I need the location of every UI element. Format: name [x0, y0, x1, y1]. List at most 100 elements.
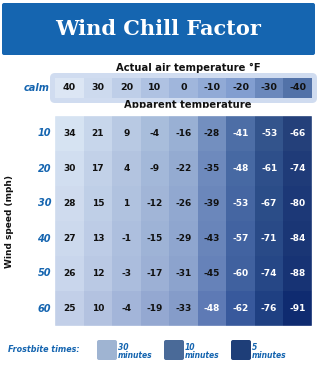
- Text: 12: 12: [92, 269, 104, 278]
- Bar: [283, 151, 312, 186]
- Text: 60: 60: [37, 303, 51, 314]
- Text: -29: -29: [175, 234, 192, 243]
- Text: minutes: minutes: [118, 350, 152, 359]
- Bar: [55, 186, 84, 221]
- Bar: [283, 291, 312, 326]
- Bar: [169, 256, 198, 291]
- Text: 17: 17: [92, 164, 104, 173]
- Text: -22: -22: [175, 164, 191, 173]
- Text: -9: -9: [150, 164, 160, 173]
- Bar: [112, 186, 141, 221]
- Text: 9: 9: [123, 129, 130, 138]
- Bar: [198, 256, 226, 291]
- Bar: [283, 186, 312, 221]
- Text: -74: -74: [261, 269, 277, 278]
- Text: -39: -39: [204, 199, 220, 208]
- Text: 27: 27: [63, 234, 75, 243]
- Bar: [255, 78, 283, 98]
- Text: -19: -19: [147, 304, 163, 313]
- Text: -33: -33: [175, 304, 191, 313]
- Text: -48: -48: [232, 164, 249, 173]
- Text: 40: 40: [63, 83, 76, 92]
- Text: -84: -84: [289, 234, 306, 243]
- Bar: [255, 186, 283, 221]
- Text: 30: 30: [91, 83, 104, 92]
- Text: 30: 30: [37, 199, 51, 209]
- Text: Frostbite times:: Frostbite times:: [8, 346, 80, 355]
- Bar: [198, 221, 226, 256]
- Bar: [84, 291, 112, 326]
- Text: -53: -53: [261, 129, 277, 138]
- Text: 0: 0: [180, 83, 187, 92]
- Bar: [226, 78, 255, 98]
- Text: -71: -71: [261, 234, 277, 243]
- Text: -60: -60: [233, 269, 249, 278]
- Text: -88: -88: [290, 269, 306, 278]
- Bar: [169, 78, 198, 98]
- Text: 28: 28: [63, 199, 75, 208]
- Text: -10: -10: [204, 83, 221, 92]
- Text: 13: 13: [92, 234, 104, 243]
- FancyBboxPatch shape: [50, 73, 317, 103]
- Text: 10: 10: [148, 83, 161, 92]
- Text: -31: -31: [175, 269, 191, 278]
- Bar: [141, 256, 169, 291]
- Bar: [255, 116, 283, 151]
- Text: Wind Chill Factor: Wind Chill Factor: [55, 19, 261, 39]
- Text: -80: -80: [290, 199, 306, 208]
- Text: -20: -20: [232, 83, 249, 92]
- Bar: [198, 151, 226, 186]
- Text: -57: -57: [232, 234, 249, 243]
- Text: -28: -28: [204, 129, 220, 138]
- Bar: [255, 151, 283, 186]
- Text: -35: -35: [204, 164, 220, 173]
- Bar: [141, 186, 169, 221]
- Bar: [55, 256, 84, 291]
- Text: 10: 10: [185, 343, 196, 352]
- Text: Wind speed (mph): Wind speed (mph): [5, 174, 15, 267]
- Text: -91: -91: [289, 304, 306, 313]
- Bar: [141, 221, 169, 256]
- Bar: [198, 291, 226, 326]
- Bar: [226, 186, 255, 221]
- Bar: [226, 116, 255, 151]
- Bar: [283, 78, 312, 98]
- Bar: [84, 78, 112, 98]
- FancyBboxPatch shape: [97, 340, 117, 360]
- Text: -67: -67: [261, 199, 277, 208]
- Bar: [255, 221, 283, 256]
- Text: 21: 21: [92, 129, 104, 138]
- Text: minutes: minutes: [185, 350, 220, 359]
- Text: 20: 20: [120, 83, 133, 92]
- Text: 25: 25: [63, 304, 75, 313]
- Text: 30: 30: [118, 343, 128, 352]
- Bar: [283, 221, 312, 256]
- Text: -12: -12: [147, 199, 163, 208]
- FancyBboxPatch shape: [2, 3, 315, 55]
- Text: 10: 10: [37, 129, 51, 138]
- Text: -16: -16: [175, 129, 191, 138]
- Bar: [226, 151, 255, 186]
- Bar: [55, 116, 84, 151]
- Bar: [169, 221, 198, 256]
- Bar: [141, 116, 169, 151]
- Text: -66: -66: [290, 129, 306, 138]
- Bar: [169, 291, 198, 326]
- Bar: [198, 186, 226, 221]
- Bar: [55, 221, 84, 256]
- FancyBboxPatch shape: [164, 340, 184, 360]
- Text: 30: 30: [63, 164, 75, 173]
- Bar: [283, 116, 312, 151]
- Text: -40: -40: [289, 83, 306, 92]
- Text: minutes: minutes: [252, 350, 287, 359]
- Text: 50: 50: [37, 268, 51, 279]
- Bar: [169, 151, 198, 186]
- Bar: [255, 256, 283, 291]
- Text: 20: 20: [37, 164, 51, 173]
- Text: 34: 34: [63, 129, 75, 138]
- Text: -1: -1: [121, 234, 131, 243]
- Bar: [226, 221, 255, 256]
- Text: -4: -4: [150, 129, 160, 138]
- Bar: [84, 256, 112, 291]
- Text: -41: -41: [232, 129, 249, 138]
